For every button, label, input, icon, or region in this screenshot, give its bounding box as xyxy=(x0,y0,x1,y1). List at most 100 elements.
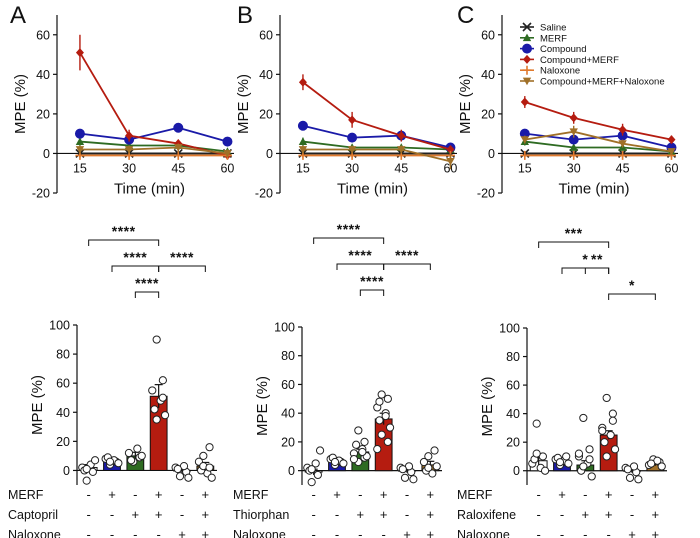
individual-point xyxy=(579,413,588,423)
individual-point xyxy=(152,335,161,344)
individual-point xyxy=(137,451,146,461)
y-tick-label: 40 xyxy=(481,68,495,82)
condition-sign: - xyxy=(630,487,634,502)
x-tick-label: 45 xyxy=(616,161,630,175)
data-point xyxy=(297,120,308,131)
series-line xyxy=(302,148,451,163)
individual-point xyxy=(205,443,214,452)
bracket-line xyxy=(383,263,431,270)
condition-sign: - xyxy=(606,527,610,538)
legend: SalineMERFCompoundCompound+MERFNaloxoneC… xyxy=(520,22,665,88)
condition-sign: - xyxy=(405,487,409,502)
significance-label: ** xyxy=(591,251,603,267)
condition-sign: + xyxy=(427,527,435,538)
condition-sign: + xyxy=(628,527,636,538)
data-point xyxy=(223,150,232,158)
condition-sign: + xyxy=(202,507,210,522)
condition-sign: + xyxy=(403,527,411,538)
individual-point xyxy=(373,444,382,454)
y-tick-label: 100 xyxy=(49,319,70,333)
x-tick-label: 30 xyxy=(345,161,359,175)
bar-chart-A: 0 20 40 60 80 100 MPE (%) **** **** **** **** MERF -… xyxy=(8,223,217,538)
condition-sign: - xyxy=(358,487,362,502)
condition-sign: - xyxy=(311,527,315,538)
y-tick-label: 0 xyxy=(288,464,295,478)
individual-point xyxy=(574,449,584,458)
data-point xyxy=(520,136,530,144)
series-line xyxy=(79,126,228,143)
condition-sign: - xyxy=(86,527,90,538)
y-axis-title: MPE (%) xyxy=(254,376,271,436)
individual-point xyxy=(352,440,361,449)
individual-point xyxy=(409,475,418,484)
individual-point xyxy=(585,445,594,454)
data-point xyxy=(74,128,85,139)
data-point xyxy=(569,143,578,151)
condition-sign: + xyxy=(605,487,613,502)
significance-label: **** xyxy=(348,247,372,263)
condition-sign: + xyxy=(357,507,365,522)
legend-label: Compound xyxy=(540,44,586,55)
condition-label: Thiorphan xyxy=(233,508,289,522)
individual-point xyxy=(105,457,115,466)
data-point xyxy=(174,144,183,152)
y-tick-label: 20 xyxy=(281,435,295,449)
individual-point xyxy=(152,415,161,424)
individual-point xyxy=(585,455,594,464)
condition-sign: - xyxy=(630,507,634,522)
x-tick-label: 30 xyxy=(122,161,136,175)
data-point xyxy=(446,157,455,166)
y-tick-label: -20 xyxy=(32,187,50,201)
significance-label: **** xyxy=(112,223,136,239)
data-point xyxy=(520,150,530,160)
condition-sign: - xyxy=(311,507,315,522)
legend-marker xyxy=(522,22,532,32)
significance-label: **** xyxy=(337,221,361,237)
condition-label: Naloxone xyxy=(457,528,510,538)
individual-point xyxy=(610,445,620,454)
y-tick-label: 80 xyxy=(506,350,520,364)
data-point xyxy=(667,135,676,145)
y-tick-label: 100 xyxy=(499,322,520,336)
individual-point xyxy=(562,452,571,461)
condition-sign: - xyxy=(583,487,587,502)
series-naloxone xyxy=(298,150,455,160)
individual-point xyxy=(360,437,369,447)
significance-label: **** xyxy=(123,249,147,265)
legend-label: Naloxone xyxy=(540,66,580,77)
significance-label: * xyxy=(582,251,588,267)
individual-point xyxy=(124,448,134,458)
individual-point xyxy=(579,462,588,471)
condition-sign: + xyxy=(380,487,388,502)
legend-marker xyxy=(522,43,532,54)
condition-sign: - xyxy=(110,507,114,522)
data-point xyxy=(397,131,406,141)
condition-sign: - xyxy=(311,487,315,502)
condition-sign: - xyxy=(536,507,540,522)
y-axis-title: MPE (%) xyxy=(12,74,29,134)
y-tick-label: 20 xyxy=(56,435,70,449)
series-line xyxy=(302,124,451,149)
significance-label: *** xyxy=(565,225,583,241)
individual-point xyxy=(383,394,392,403)
data-point xyxy=(520,97,529,107)
individual-point xyxy=(158,393,167,402)
legend-marker xyxy=(522,77,532,86)
condition-sign: + xyxy=(605,507,613,522)
legend-label: Compound+MERF+Naloxone xyxy=(540,77,665,88)
legend-marker xyxy=(522,33,532,42)
condition-label: Naloxone xyxy=(8,528,61,538)
condition-sign: + xyxy=(652,487,660,502)
individual-point xyxy=(90,456,100,465)
data-point xyxy=(173,122,184,133)
significance-bracket: **** xyxy=(359,273,385,296)
significance-label: **** xyxy=(360,273,384,289)
condition-sign: + xyxy=(558,487,566,502)
individual-point xyxy=(381,411,390,421)
series-line xyxy=(524,140,672,153)
condition-sign: - xyxy=(405,507,409,522)
x-tick-label: 15 xyxy=(518,161,532,175)
condition-sign: - xyxy=(86,507,90,522)
